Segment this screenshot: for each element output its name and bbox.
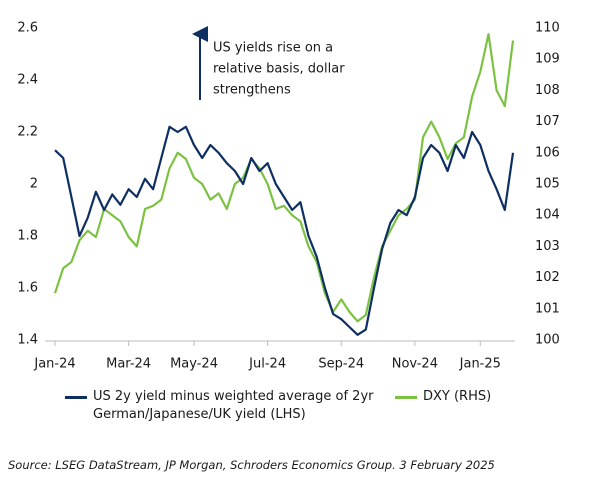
y2-tick-label: 106 [535,145,560,160]
y2-tick-label: 101 [535,301,560,316]
x-tick-label: May-24 [170,357,218,372]
source: Source: LSEG DataStream, JP Morgan, Schr… [8,458,495,472]
y-tick-label: 1.6 [17,281,38,296]
x-tick-label: Jan-24 [33,357,75,372]
y-tick-label: 2.2 [17,125,38,140]
annotation: relative basis, dollar [213,62,345,77]
legend-item: DXY (RHS) [395,388,491,406]
x-tick-label: Jan-25 [459,357,501,372]
y-tick-label: 1.4 [17,333,38,348]
y2-tick-label: 107 [535,114,560,129]
y2-tick-label: 109 [535,52,560,67]
y-tick-label: 2.6 [17,21,38,36]
y-tick-label: 2 [30,177,38,192]
x-tick-label: Nov-24 [392,357,438,372]
y-tick-label: 2.4 [17,73,38,88]
y2-tick-label: 108 [535,83,560,98]
x-tick-label: Sep-24 [318,357,364,372]
x-tick-label: Mar-24 [106,357,151,372]
legend-label: DXY (RHS) [423,389,492,404]
series-line [53,33,515,323]
y2-tick-label: 103 [535,239,560,254]
y2-tick-label: 104 [535,208,560,223]
chart: 1.4 1.6 1.8 2 2.2 2.4 2.6 100 101 102 103 104 105 106… [17,21,560,372]
legend-item: US 2y yield minus weighted average of 2y… [65,388,395,424]
y2-tick-label: 102 [535,270,560,285]
legend-label: US 2y yield minus weighted average of 2y… [93,389,374,422]
y2-tick-label: 100 [535,333,560,348]
y2-tick-label: 110 [535,21,560,36]
series-line [54,125,515,336]
legend-swatch [65,396,87,399]
annotation: US yields rise on a [213,41,333,56]
y2-tick-label: 105 [535,177,560,192]
x-tick-label: Jul-24 [248,357,286,372]
y-tick-label: 1.8 [17,229,38,244]
annotation: strengthens [213,83,291,98]
legend-swatch [395,396,417,399]
